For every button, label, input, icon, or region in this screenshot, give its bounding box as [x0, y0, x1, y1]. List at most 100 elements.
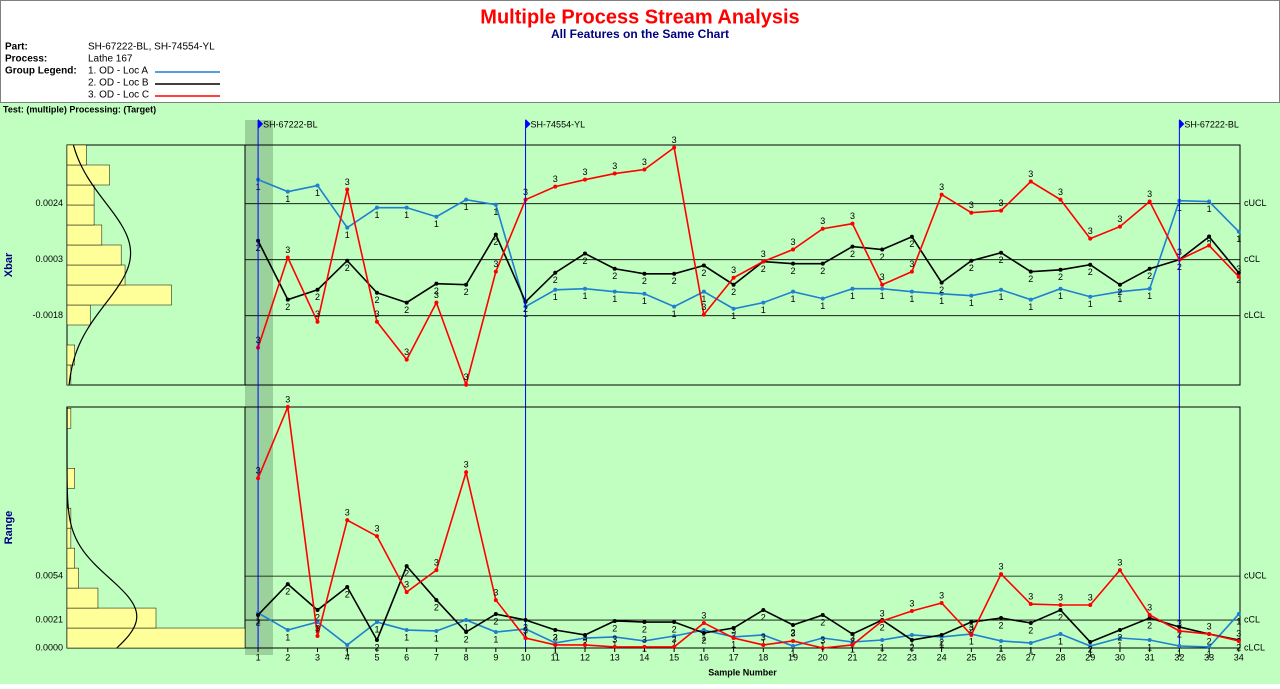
point-label: 2 [701, 268, 706, 278]
point [850, 286, 855, 291]
point [1207, 234, 1212, 239]
point [642, 167, 647, 172]
point-label: 1 [880, 291, 885, 301]
point-label: 1 [731, 311, 736, 321]
point [523, 636, 528, 641]
point-label: 3 [939, 590, 944, 600]
point-label: 1 [256, 615, 261, 625]
point-label: 1 [1207, 204, 1212, 214]
point-label: 2 [672, 276, 677, 286]
x-tick-label: 22 [877, 652, 887, 662]
point-label: 3 [642, 157, 647, 167]
point-label: 1 [612, 639, 617, 649]
point-label: 3 [374, 309, 379, 319]
point-label: 1 [999, 292, 1004, 302]
point-label: 3 [553, 632, 558, 642]
part-change-label: SH-74554-YL [531, 119, 586, 129]
point [1236, 638, 1241, 643]
point [612, 289, 617, 294]
point [642, 620, 647, 625]
x-tick-label: 8 [464, 652, 469, 662]
point [999, 572, 1004, 577]
point [374, 534, 379, 539]
info-value: Lathe 167 [88, 54, 133, 65]
point-label: 2 [434, 602, 439, 612]
point [315, 634, 320, 639]
histogram-bar [66, 284, 172, 306]
point-label: 3 [1117, 557, 1122, 567]
histogram-bar [66, 164, 110, 186]
point-label: 1 [1177, 648, 1182, 658]
point [969, 210, 974, 215]
point [999, 250, 1004, 255]
x-tick-label: 20 [818, 652, 828, 662]
point [939, 600, 944, 605]
point-label: 2 [731, 287, 736, 297]
histogram-bar [66, 304, 91, 326]
point-label: 3 [404, 579, 409, 589]
point-label: 3 [464, 460, 469, 470]
point [404, 564, 409, 569]
point-label: 1 [404, 632, 409, 642]
point-label: 1 [1147, 291, 1152, 301]
point-label: 1 [1117, 640, 1122, 650]
point-label: 1 [404, 210, 409, 220]
point [1028, 620, 1033, 625]
point [1088, 236, 1093, 241]
point [464, 382, 469, 387]
point [285, 405, 290, 409]
x-tick-label: 31 [1145, 652, 1155, 662]
histogram-bar [66, 567, 79, 589]
point-label: 1 [374, 624, 379, 634]
point [880, 638, 885, 643]
point [850, 632, 855, 637]
point-label: 1 [493, 634, 498, 644]
point-label: 3 [1207, 621, 1212, 631]
point [969, 258, 974, 263]
x-tick-label: 26 [996, 652, 1006, 662]
histogram-bar [66, 244, 122, 266]
point [345, 225, 350, 230]
y-tick-label: -0.0018 [32, 310, 63, 320]
point-label: 3 [731, 625, 736, 635]
point [1058, 267, 1063, 272]
point [731, 282, 736, 287]
x-tick-label: 23 [907, 652, 917, 662]
point [345, 258, 350, 263]
point [493, 612, 498, 617]
point [701, 312, 706, 317]
point-label: 2 [761, 612, 766, 622]
point [731, 275, 736, 280]
point [493, 598, 498, 603]
point [285, 582, 290, 587]
point-label: 1 [969, 636, 974, 646]
point-label: 1 [761, 305, 766, 315]
point [999, 208, 1004, 213]
histogram-bar [66, 607, 157, 629]
point-label: 2 [404, 305, 409, 315]
point [791, 289, 796, 294]
series-line [257, 146, 1240, 388]
point-label: 2 [1117, 632, 1122, 642]
point-label: 1 [464, 622, 469, 632]
y-tick-label: 0.0000 [35, 642, 63, 652]
point [1117, 282, 1122, 287]
point-label: 3 [404, 347, 409, 357]
point [909, 638, 914, 643]
point-label: 3 [880, 608, 885, 618]
point [672, 271, 677, 276]
point-label: 1 [1207, 649, 1212, 659]
point [1147, 286, 1152, 291]
part-change-label: SH-67222-BL [1184, 119, 1239, 129]
point [582, 636, 587, 641]
point [523, 626, 528, 631]
point [553, 287, 558, 292]
point-label: 3 [1236, 628, 1241, 638]
x-tick-label: 14 [639, 652, 649, 662]
x-tick-label: 34 [1234, 652, 1244, 662]
subtitle: All Features on the Same Chart [551, 27, 729, 41]
point [434, 281, 439, 286]
point-label: 2 [1028, 274, 1033, 284]
point-label: 2 [701, 635, 706, 645]
